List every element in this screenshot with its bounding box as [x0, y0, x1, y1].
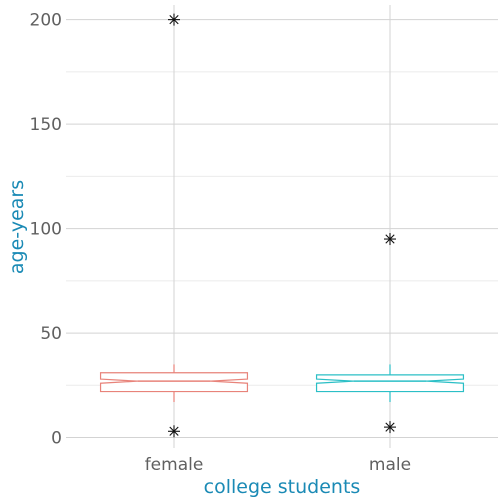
y-tick-label: 100 — [30, 220, 62, 240]
box-male — [315, 374, 465, 393]
outlier-layer — [168, 13, 396, 438]
y-tick-label: 50 — [40, 324, 62, 344]
x-axis-title: college students — [204, 476, 361, 498]
outlier-point — [168, 425, 180, 438]
outlier-point — [384, 421, 396, 434]
y-tick-label: 0 — [51, 429, 62, 449]
box-female — [99, 372, 249, 393]
y-axis-title: age-years — [6, 180, 28, 274]
y-tick-label: 200 — [30, 11, 62, 31]
tick-layer: 0 50 100 150 200 female male — [30, 11, 412, 475]
y-tick-label: 150 — [30, 115, 62, 135]
outlier-point — [384, 233, 396, 246]
x-tick-label: male — [369, 455, 411, 475]
box-layer — [99, 364, 465, 403]
x-tick-label: female — [145, 455, 204, 475]
outlier-point — [168, 13, 180, 26]
